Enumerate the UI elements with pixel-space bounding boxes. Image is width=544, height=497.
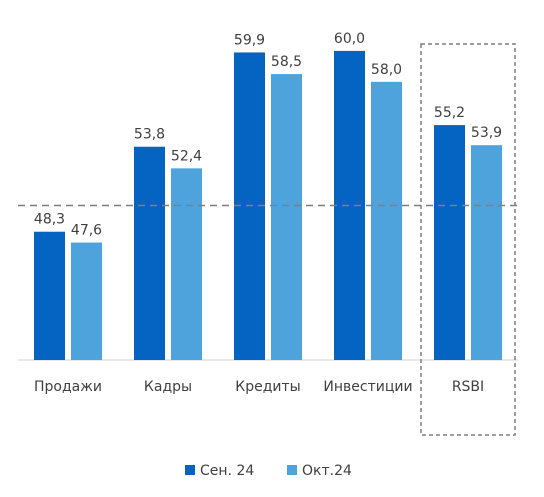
bar-sep-4 (434, 125, 465, 360)
legend-swatch-oct (287, 465, 297, 475)
legend-swatch-sep (185, 465, 195, 475)
value-label-sep-2: 59,9 (234, 32, 265, 48)
value-label-oct-0: 47,6 (71, 223, 102, 239)
category-label-2: Кредиты (235, 379, 300, 395)
value-label-oct-2: 58,5 (271, 54, 302, 70)
value-label-oct-4: 53,9 (471, 125, 502, 141)
category-label-3: Инвестиции (323, 379, 412, 395)
value-label-sep-0: 48,3 (34, 212, 65, 228)
bar-oct-2 (271, 74, 302, 360)
legend-label-sep: Сен. 24 (200, 463, 254, 479)
bar-oct-4 (471, 145, 502, 360)
bar-oct-3 (371, 81, 402, 361)
value-label-sep-1: 53,8 (134, 127, 165, 143)
highlight-box (420, 43, 516, 436)
value-label-oct-3: 58,0 (371, 62, 402, 78)
bar-oct-1 (171, 168, 202, 360)
bar-oct-0 (71, 242, 102, 360)
category-label-0: Продажи (34, 379, 102, 395)
legend-label-oct: Окт.24 (302, 463, 352, 479)
bar-sep-1 (134, 146, 165, 360)
value-label-oct-1: 52,4 (171, 148, 202, 164)
bar-sep-0 (34, 231, 65, 360)
category-label-1: Кадры (144, 379, 192, 395)
value-label-sep-3: 60,0 (334, 31, 365, 47)
category-label-4: RSBI (452, 379, 484, 395)
bar-sep-2 (234, 52, 265, 361)
value-label-sep-4: 55,2 (434, 105, 465, 121)
